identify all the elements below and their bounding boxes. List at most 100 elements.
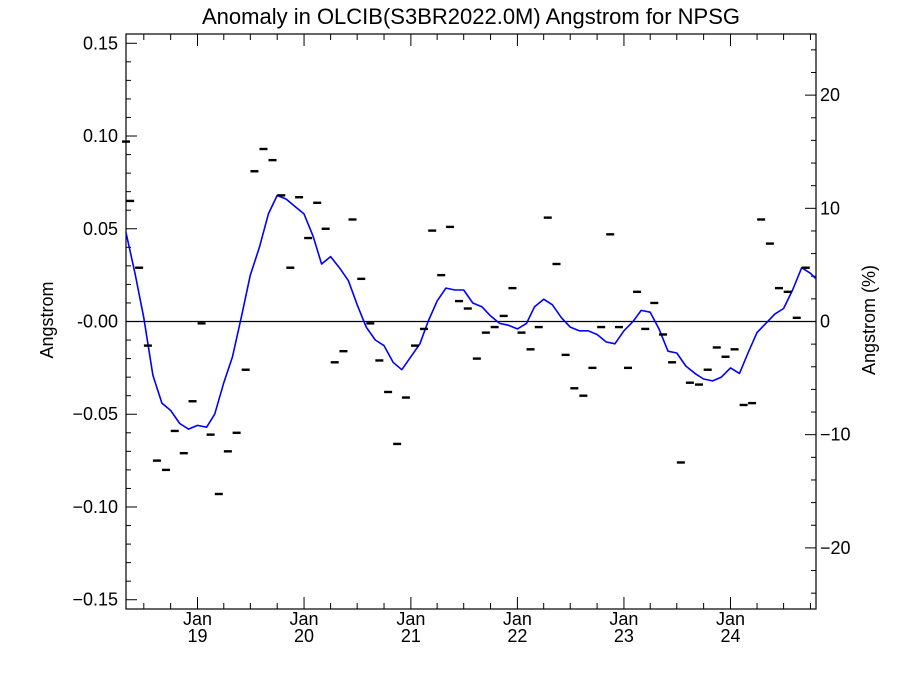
monthly-anomaly-marker: [783, 290, 792, 294]
monthly-anomaly-marker: [526, 348, 535, 351]
x-tick-label-year: 24: [720, 626, 740, 646]
monthly-anomaly-marker: [170, 429, 179, 433]
x-tick-label-month: Jan: [183, 609, 212, 629]
monthly-anomaly-marker: [624, 366, 633, 370]
y2-tick-label: −10: [820, 425, 851, 445]
monthly-anomaly-marker: [570, 387, 579, 390]
monthly-anomaly-marker: [552, 262, 561, 266]
x-tick-label-month: Jan: [716, 609, 745, 629]
monthly-anomaly-marker: [259, 147, 268, 151]
monthly-anomaly-marker: [214, 492, 223, 496]
monthly-anomaly-marker: [143, 344, 152, 347]
monthly-anomaly-marker: [241, 368, 250, 371]
monthly-anomaly-marker: [420, 327, 429, 331]
monthly-anomaly-marker: [357, 277, 366, 281]
monthly-anomaly-marker: [428, 229, 437, 232]
monthly-anomaly-marker: [801, 266, 810, 269]
monthly-anomaly-marker: [401, 396, 410, 399]
x-tick-label-year: 19: [187, 626, 207, 646]
smoothed-anomaly-line: [125, 194, 817, 430]
monthly-anomaly-marker: [490, 325, 499, 329]
monthly-anomaly-marker: [393, 442, 402, 446]
monthly-anomaly-marker: [606, 233, 615, 236]
monthly-anomaly-marker: [437, 273, 446, 277]
monthly-anomaly-marker: [286, 266, 295, 269]
monthly-anomaly-marker: [650, 301, 659, 305]
monthly-anomaly-marker: [517, 331, 526, 334]
monthly-anomaly-marker: [122, 140, 130, 143]
monthly-anomaly-marker: [588, 366, 597, 370]
monthly-anomaly-marker: [481, 331, 490, 334]
monthly-anomaly-marker: [712, 346, 721, 349]
y2-tick-label: 20: [820, 85, 840, 105]
monthly-anomaly-marker: [375, 359, 384, 362]
monthly-anomaly-marker: [410, 344, 419, 347]
monthly-anomaly-marker: [685, 381, 694, 384]
monthly-anomaly-marker: [579, 394, 588, 397]
monthly-anomaly-marker: [561, 353, 570, 357]
monthly-anomaly-marker: [508, 286, 517, 290]
monthly-anomaly-marker: [277, 194, 286, 197]
monthly-anomaly-marker: [384, 390, 393, 394]
monthly-anomaly-marker: [659, 333, 668, 336]
monthly-anomaly-marker: [597, 325, 606, 329]
monthly-anomaly-marker: [179, 451, 188, 455]
monthly-anomaly-marker: [721, 355, 730, 358]
monthly-anomaly-marker: [206, 433, 215, 436]
monthly-anomaly-marker: [534, 325, 543, 329]
monthly-anomaly-marker: [668, 361, 677, 364]
monthly-anomaly-marker: [499, 314, 508, 318]
monthly-anomaly-marker: [730, 348, 739, 351]
y-tick-label: 0.10: [83, 126, 118, 146]
y2-tick-label: −20: [820, 538, 851, 558]
monthly-anomaly-marker: [694, 383, 703, 386]
y-tick-label: -0.00: [77, 312, 118, 332]
x-tick-label-month: Jan: [609, 609, 638, 629]
monthly-anomaly-marker: [223, 450, 232, 453]
monthly-anomaly-marker: [268, 158, 277, 162]
monthly-anomaly-marker: [774, 286, 783, 290]
monthly-anomaly-marker: [197, 322, 206, 325]
x-tick-label-month: Jan: [290, 609, 319, 629]
monthly-anomaly-marker: [330, 361, 339, 364]
monthly-anomaly-marker: [472, 357, 481, 360]
plot-area: −0.15 −0.10 −0.05 -0.00 0.05 0.10 0.15 −20 −10 0 1…: [72, 33, 850, 646]
monthly-anomaly-marker: [232, 431, 241, 434]
y2-axis-label: Angstrom (%): [859, 265, 879, 375]
x-tick-label-month: Jan: [396, 609, 425, 629]
x-tick-label-year: 22: [507, 626, 527, 646]
monthly-anomaly-marker: [765, 242, 774, 245]
monthly-anomaly-marker: [152, 459, 161, 462]
monthly-anomaly-marker: [445, 225, 454, 229]
monthly-anomaly-marker: [161, 468, 170, 472]
monthly-anomaly-marker: [295, 196, 304, 199]
x-tick-label-month: Jan: [503, 609, 532, 629]
monthly-anomaly-marker: [757, 218, 766, 221]
monthly-anomaly-marker: [455, 299, 464, 303]
monthly-anomaly-marker: [739, 403, 748, 407]
monthly-anomaly-marker: [641, 327, 650, 331]
monthly-anomaly-marker: [366, 322, 375, 325]
x-tick-label-year: 21: [401, 626, 421, 646]
y-tick-label: −0.15: [72, 590, 118, 610]
monthly-anomaly-marker: [321, 227, 330, 230]
monthly-anomaly-marker: [135, 266, 144, 269]
monthly-anomaly-marker: [250, 170, 259, 173]
x-tick-label-year: 23: [614, 626, 634, 646]
x-tick-label-year: 20: [294, 626, 314, 646]
monthly-anomaly-marker: [188, 400, 197, 403]
y-tick-label: −0.10: [72, 497, 118, 517]
y-tick-label: −0.05: [72, 404, 118, 424]
y-axis-label: Angstrom: [37, 281, 57, 358]
monthly-anomaly-marker: [614, 325, 623, 329]
monthly-anomaly-marker: [339, 349, 348, 353]
y-tick-label: 0.05: [83, 219, 118, 239]
chart-title: Anomaly in OLCIB(S3BR2022.0M) Angstrom f…: [202, 4, 740, 29]
monthly-anomaly-marker: [676, 461, 685, 464]
monthly-anomaly-marker: [792, 316, 801, 319]
y2-tick-label: 10: [820, 198, 840, 218]
monthly-anomaly-marker: [463, 307, 472, 310]
monthly-anomaly-marker: [633, 290, 642, 294]
